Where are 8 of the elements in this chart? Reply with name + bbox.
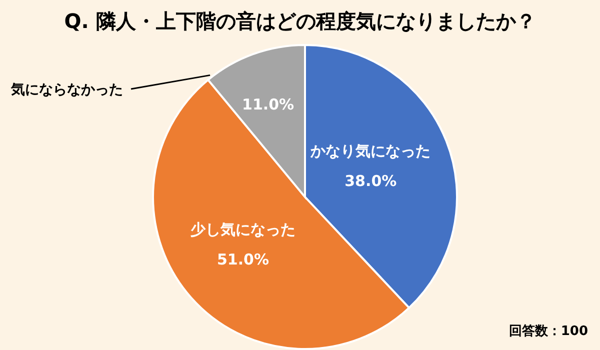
chart-title: Q. 隣人・上下階の音はどの程度気になりましたか？ [63,8,537,35]
slice-label: 少し気になった [190,220,296,238]
slice-label: 気にならなかった [10,82,123,98]
data-label: 11.0% [242,95,294,114]
text: 回答数：100 [508,323,588,340]
data-label: 51.0% [216,250,270,268]
data-label: 38.0% [344,172,397,190]
slice-label: かなり気になった [310,142,431,160]
